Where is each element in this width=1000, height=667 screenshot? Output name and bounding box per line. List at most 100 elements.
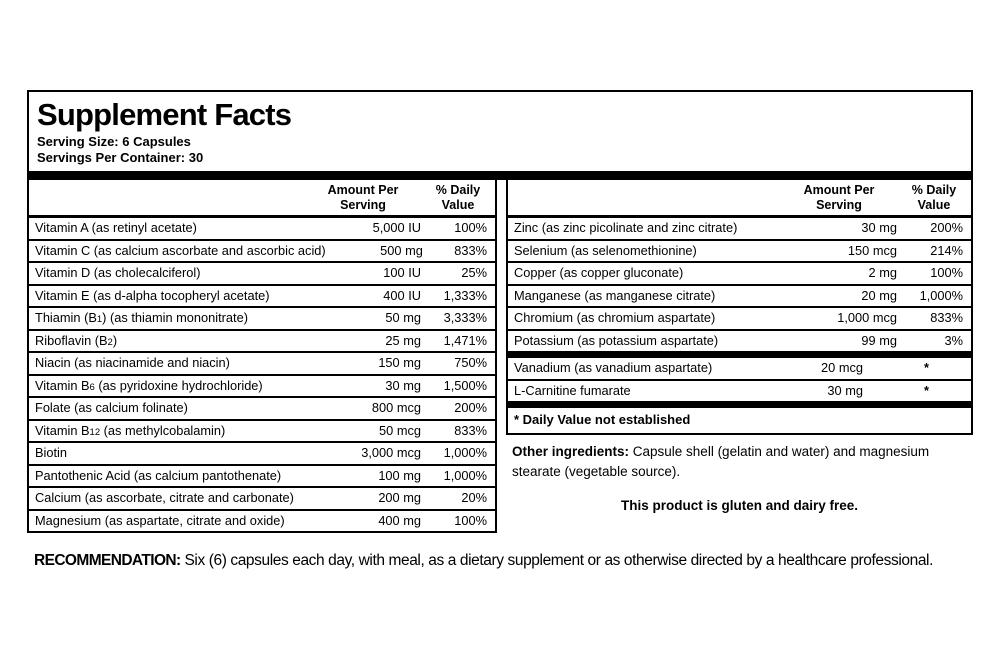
nutrient-daily-value: 3,333% — [443, 310, 487, 325]
nutrient-daily-value: 1,500% — [443, 377, 487, 393]
nutrient-amount: 99 mg — [861, 332, 897, 348]
nutrient-amount: 30 mg — [827, 382, 863, 398]
nutrient-name: Potassium (as potassium aspartate) — [514, 332, 719, 348]
nutrient-daily-value: 100% — [454, 512, 487, 528]
nutrient-row: Niacin (as niacinamide and niacin) 150 mg… — [29, 351, 495, 374]
nutrient-name: Zinc (as zinc picolinate and zinc citrat… — [514, 220, 738, 235]
nutrient-amount: 400 IU — [383, 287, 421, 303]
nutrient-row: Zinc (as zinc picolinate and zinc citrat… — [508, 218, 971, 239]
serving-size: Serving Size: 6 Capsules — [37, 134, 191, 149]
nutrient-daily-value: 20% — [461, 490, 487, 505]
nutrient-row: Vitamin B12 (as methylcobalamin) 50 mcg 83… — [29, 418, 495, 442]
nutrient-amount: 3,000 mcg — [361, 445, 421, 460]
nutrient-name: Chromium (as chromium aspartate) — [514, 310, 716, 325]
nutrient-name: Copper (as copper gluconate) — [514, 265, 684, 280]
left-table-header: Amount Per Serving % Daily Value — [29, 180, 495, 218]
page-title: Supplement Facts — [37, 97, 292, 132]
nutrient-row: Selenium (as selenomethionine) 150 mcg 214… — [508, 238, 971, 262]
column-header-amount: Amount Per Serving — [803, 183, 875, 212]
nutrient-daily-value: 1,000% — [443, 445, 487, 460]
nutrient-daily-value: * — [924, 382, 929, 398]
nutrient-amount: 100 IU — [383, 265, 421, 280]
section-divider-bar — [508, 351, 971, 358]
nutrient-columns: Amount Per Serving % Daily Value Vitamin… — [27, 180, 973, 533]
nutrient-amount: 1,000 mcg — [837, 310, 897, 325]
nutrient-name: Vitamin A (as retinyl acetate) — [35, 220, 197, 235]
nutrient-amount: 30 mg — [385, 377, 421, 393]
recommendation-label: RECOMMENDATION: — [34, 552, 181, 569]
nutrient-amount: 100 mg — [378, 467, 421, 483]
nutrient-row: Vanadium (as vanadium aspartate) 20 mcg * — [508, 358, 971, 379]
nutrient-amount: 50 mcg — [379, 422, 421, 438]
nutrient-row: Chromium (as chromium aspartate) 1,000 mc… — [508, 306, 971, 329]
nutrient-amount: 20 mcg — [821, 360, 863, 375]
nutrient-name: L-Carnitine fumarate — [514, 382, 631, 398]
nutrient-name: Vitamin C (as calcium ascorbate and asco… — [35, 242, 326, 258]
nutrient-amount: 200 mg — [378, 490, 421, 505]
supplement-facts-panel: Supplement Facts Serving Size: 6 Capsule… — [27, 90, 973, 533]
right-table-rows: Zinc (as zinc picolinate and zinc citrat… — [508, 218, 971, 351]
nutrient-amount: 800 mcg — [371, 400, 421, 415]
recommendation-line: RECOMMENDATION: Six (6) capsules each da… — [34, 551, 978, 571]
nutrient-row: Vitamin D (as cholecalciferol) 100 IU 25% — [29, 261, 495, 284]
column-header-daily-value: % Daily Value — [911, 183, 957, 212]
right-nutrient-table: Amount Per Serving % Daily Value Zinc (a… — [506, 180, 973, 435]
nutrient-name: Thiamin (B1) (as thiamin mononitrate) — [35, 310, 248, 325]
nutrient-row: Riboflavin (B2) 25 mg 1,471% — [29, 328, 495, 352]
nutrient-amount: 30 mg — [861, 220, 897, 235]
servings-per-container: Servings Per Container: 30 — [37, 150, 204, 165]
nutrient-daily-value: 1,471% — [443, 332, 487, 348]
nutrient-daily-value: 200% — [454, 400, 487, 415]
right-column: Amount Per Serving % Daily Value Zinc (a… — [506, 180, 973, 513]
nutrient-name: Vitamin B12 (as methylcobalamin) — [35, 422, 226, 438]
other-ingredients-label: Other ingredients: — [512, 444, 630, 459]
nutrient-name: Vanadium (as vanadium aspartate) — [514, 360, 713, 375]
other-ingredients: Other ingredients: Capsule shell (gelati… — [506, 435, 973, 482]
nutrient-amount: 20 mg — [861, 287, 897, 303]
nutrient-name: Riboflavin (B2) — [35, 332, 118, 348]
vitamin-subscript: 6 — [89, 381, 95, 393]
nutrient-row: Vitamin B6 (as pyridoxine hydrochloride)… — [29, 373, 495, 397]
nutrient-name: Niacin (as niacinamide and niacin) — [35, 355, 230, 370]
nutrient-daily-value: 1,333% — [443, 287, 487, 303]
nutrient-name: Magnesium (as aspartate, citrate and oxi… — [35, 512, 285, 528]
panel-header: Supplement Facts Serving Size: 6 Capsule… — [27, 90, 973, 171]
nutrient-row: L-Carnitine fumarate 30 mg * — [508, 378, 971, 402]
nutrient-name: Manganese (as manganese citrate) — [514, 287, 716, 303]
nutrient-name: Vitamin E (as d-alpha tocopheryl acetate… — [35, 287, 270, 303]
vitamin-subscript: 1 — [96, 314, 103, 325]
nutrient-name: Biotin — [35, 445, 68, 460]
header-divider-bar — [27, 171, 973, 180]
nutrient-amount: 2 mg — [868, 265, 897, 280]
nutrient-daily-value: 833% — [930, 310, 963, 325]
nutrient-row: Manganese (as manganese citrate) 20 mg 1,0… — [508, 283, 971, 307]
section-divider-bar — [508, 401, 971, 408]
nutrient-daily-value: 3% — [944, 332, 964, 348]
nutrient-daily-value: 25% — [461, 265, 487, 280]
vitamin-subscript: 12 — [89, 426, 101, 438]
right-table-no-dv-rows: Vanadium (as vanadium aspartate) 20 mcg * L… — [508, 358, 971, 401]
left-table-rows: Vitamin A (as retinyl acetate) 5,000 IU 10… — [29, 218, 495, 531]
nutrient-row: Magnesium (as aspartate, citrate and oxi… — [29, 508, 495, 532]
nutrient-amount: 50 mg — [385, 310, 421, 325]
nutrient-row: Calcium (as ascorbate, citrate and carbo… — [29, 486, 495, 509]
nutrient-row: Folate (as calcium folinate) 800 mcg 200% — [29, 396, 495, 419]
right-table-header: Amount Per Serving % Daily Value — [508, 180, 971, 218]
nutrient-name: Folate (as calcium folinate) — [35, 400, 188, 415]
nutrient-amount: 500 mg — [380, 242, 423, 258]
nutrient-name: Calcium (as ascorbate, citrate and carbo… — [35, 490, 294, 505]
nutrient-name: Vitamin D (as cholecalciferol) — [35, 265, 201, 280]
nutrient-amount: 400 mg — [378, 512, 421, 528]
nutrient-daily-value: 750% — [454, 355, 487, 370]
nutrient-daily-value: 100% — [454, 220, 487, 235]
nutrient-row: Vitamin E (as d-alpha tocopheryl acetate… — [29, 283, 495, 307]
nutrient-row: Thiamin (B1) (as thiamin mononitrate) 50 … — [29, 306, 495, 329]
nutrient-row: Copper (as copper gluconate) 2 mg 100% — [508, 261, 971, 284]
column-header-amount: Amount Per Serving — [327, 183, 399, 212]
nutrient-row: Vitamin C (as calcium ascorbate and asco… — [29, 238, 495, 262]
nutrient-amount: 150 mcg — [847, 242, 897, 258]
nutrient-row: Pantothenic Acid (as calcium pantothenat… — [29, 463, 495, 487]
nutrient-amount: 5,000 IU — [372, 220, 421, 235]
nutrient-daily-value: 833% — [454, 422, 487, 438]
nutrient-daily-value: 833% — [454, 242, 487, 258]
